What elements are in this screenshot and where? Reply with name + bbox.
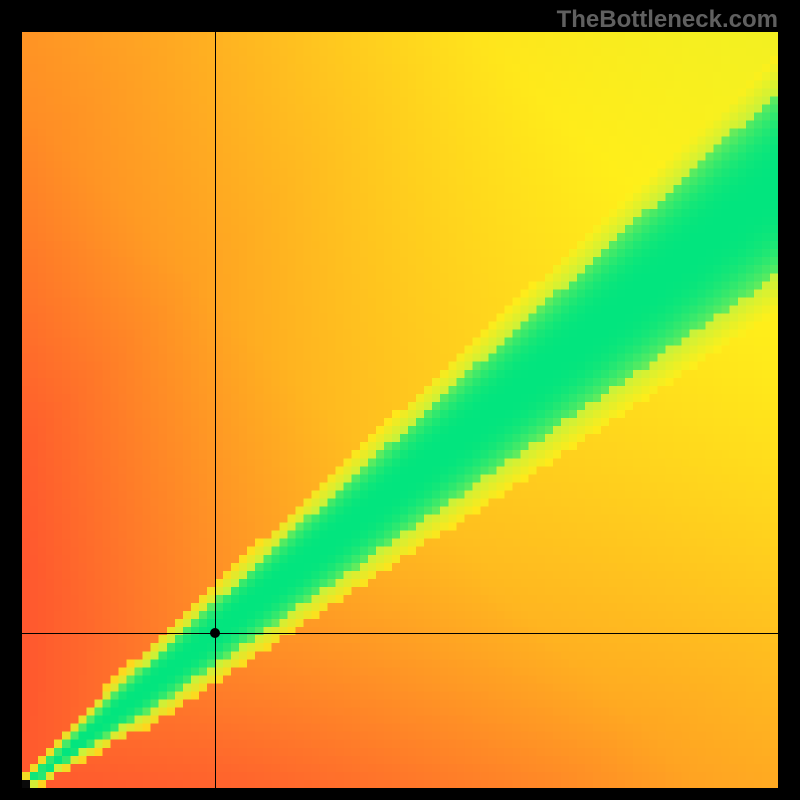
crosshair-vertical xyxy=(215,32,216,788)
watermark-text: TheBottleneck.com xyxy=(557,6,778,34)
crosshair-horizontal xyxy=(22,633,778,634)
heatmap-canvas xyxy=(22,32,778,788)
data-point-marker xyxy=(210,628,220,638)
heatmap-plot xyxy=(22,32,778,788)
